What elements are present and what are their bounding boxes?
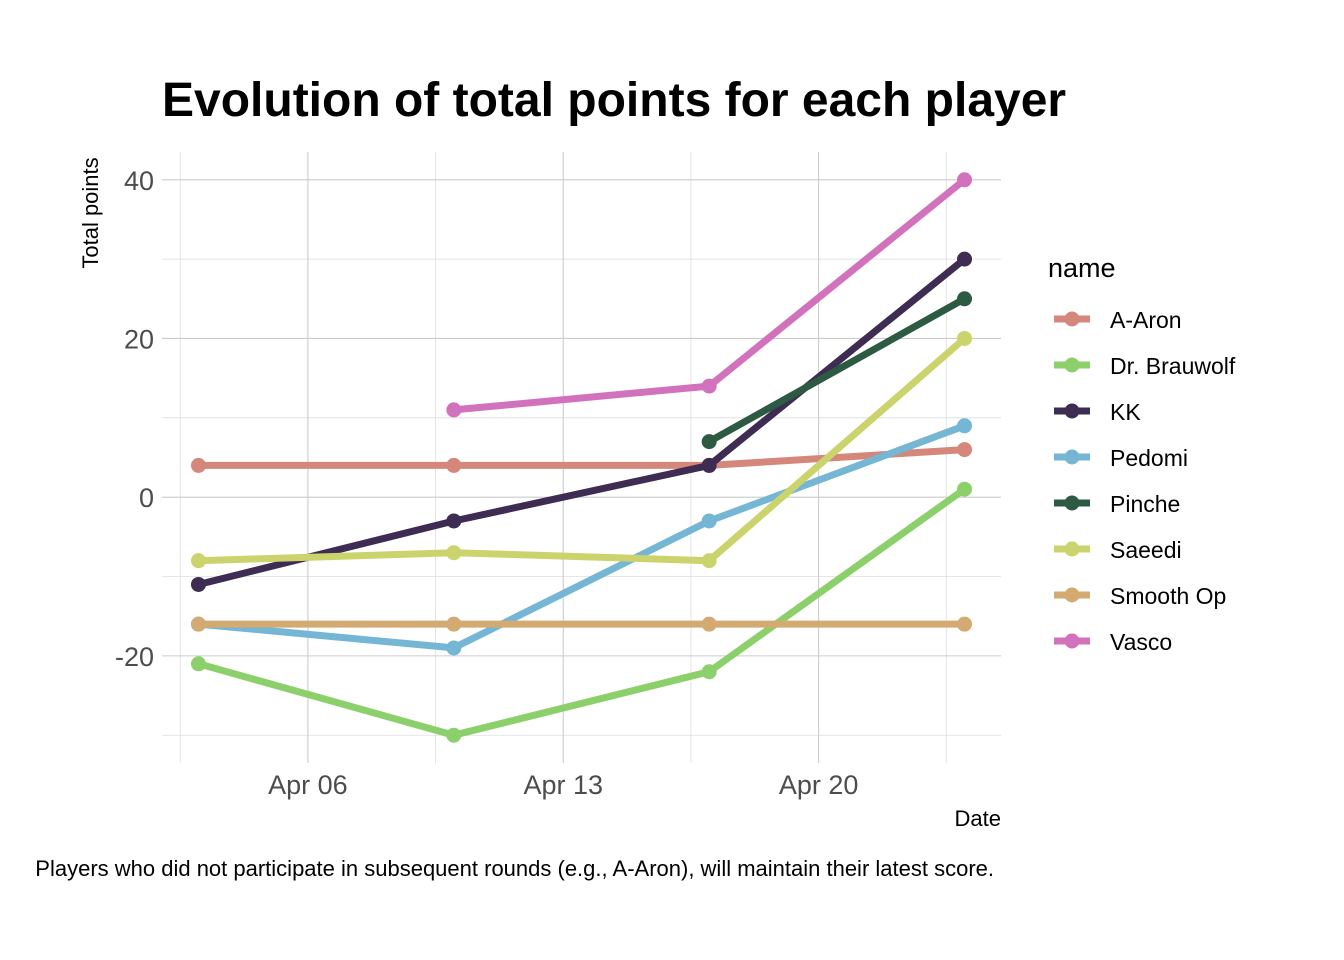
data-point xyxy=(446,616,462,632)
data-point xyxy=(446,545,462,561)
x-tick-label: Apr 13 xyxy=(523,770,603,800)
data-point xyxy=(446,640,462,656)
data-point xyxy=(190,616,206,632)
series-kk xyxy=(190,251,973,592)
legend: name A-Aron Dr. Brauwolf KK Pedomi Pinche Sae… xyxy=(1048,253,1236,655)
series-pinche xyxy=(701,291,973,450)
x-tick-label: Apr 06 xyxy=(268,770,348,800)
data-point xyxy=(957,172,973,188)
legend-label: KK xyxy=(1110,399,1141,425)
data-point xyxy=(446,457,462,473)
legend-key-point xyxy=(1064,587,1080,603)
chart-title: Evolution of total points for each playe… xyxy=(162,74,1066,127)
series-line xyxy=(197,486,967,739)
y-tick-label: 0 xyxy=(139,483,154,513)
series-dr-brauwolf xyxy=(190,481,973,743)
legend-label: A-Aron xyxy=(1110,307,1182,333)
data-point xyxy=(701,553,717,569)
y-axis-ticks: -20 0 20 40 xyxy=(115,166,154,672)
data-point xyxy=(957,418,973,434)
series-line xyxy=(707,295,967,445)
data-point xyxy=(957,481,973,497)
data-point xyxy=(446,727,462,743)
data-point xyxy=(446,513,462,529)
legend-label: Vasco xyxy=(1110,629,1172,655)
legend-key-point xyxy=(1064,311,1080,327)
legend-label: Pinche xyxy=(1110,491,1180,517)
y-tick-label: 40 xyxy=(124,166,154,196)
legend-item: KK xyxy=(1054,399,1141,425)
data-point xyxy=(701,434,717,450)
legend-key-point xyxy=(1064,403,1080,419)
legend-key-point xyxy=(1064,449,1080,465)
legend-item: Pedomi xyxy=(1054,445,1188,471)
grid xyxy=(162,152,1001,763)
data-point xyxy=(701,457,717,473)
data-point xyxy=(701,378,717,394)
data-point xyxy=(957,291,973,307)
legend-key-point xyxy=(1064,495,1080,511)
legend-key-point xyxy=(1064,541,1080,557)
series-line xyxy=(198,446,965,469)
legend-label: Smooth Op xyxy=(1110,583,1226,609)
x-axis-ticks: Apr 06 Apr 13 Apr 20 xyxy=(268,770,858,800)
legend-item: A-Aron xyxy=(1054,307,1182,333)
legend-label: Pedomi xyxy=(1110,445,1188,471)
legend-title: name xyxy=(1048,253,1116,283)
y-axis-title: Total points xyxy=(78,157,103,268)
x-axis-title: Date xyxy=(955,806,1001,831)
x-tick-label: Apr 20 xyxy=(779,770,859,800)
data-point xyxy=(446,402,462,418)
data-point xyxy=(701,513,717,529)
data-point xyxy=(957,442,973,458)
series-lines xyxy=(190,172,973,743)
legend-item: Vasco xyxy=(1054,629,1172,655)
data-point xyxy=(190,553,206,569)
chart-caption: Players who did not participate in subse… xyxy=(35,856,994,881)
legend-item: Smooth Op xyxy=(1054,583,1226,609)
series-saeedi xyxy=(190,330,973,569)
legend-key-point xyxy=(1064,633,1080,649)
y-tick-label: -20 xyxy=(115,642,154,672)
legend-item: Pinche xyxy=(1054,491,1180,517)
data-point xyxy=(957,251,973,267)
y-tick-label: 20 xyxy=(124,324,154,354)
series-smooth-op xyxy=(190,616,973,632)
legend-item: Dr. Brauwolf xyxy=(1054,353,1236,379)
data-point xyxy=(190,576,206,592)
data-point xyxy=(701,664,717,680)
series-line xyxy=(453,177,967,414)
data-point xyxy=(957,616,973,632)
legend-key-point xyxy=(1064,357,1080,373)
series-vasco xyxy=(446,172,973,418)
series-line xyxy=(197,256,967,588)
data-point xyxy=(190,656,206,672)
series-line xyxy=(198,422,966,652)
data-point xyxy=(957,330,973,346)
series-line xyxy=(198,335,967,565)
legend-label: Dr. Brauwolf xyxy=(1110,353,1236,379)
legend-label: Saeedi xyxy=(1110,537,1182,563)
data-point xyxy=(701,616,717,632)
data-point xyxy=(190,457,206,473)
legend-item: Saeedi xyxy=(1054,537,1182,563)
